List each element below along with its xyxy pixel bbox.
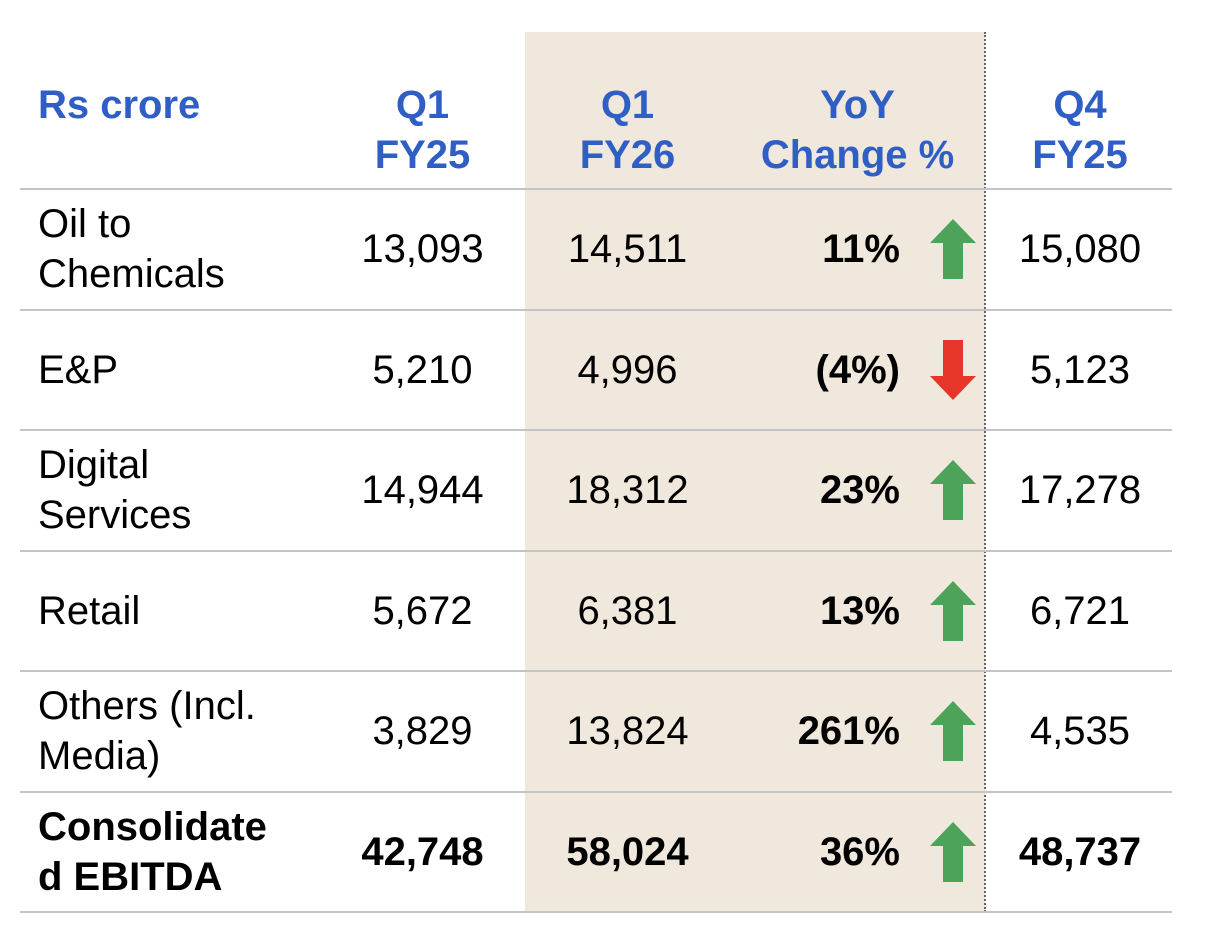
divider xyxy=(20,791,1172,793)
cell-yoy-change: (4%) xyxy=(815,348,900,392)
cell-yoy-change: 261% xyxy=(797,709,900,753)
cell-q4-fy25: 6,721 xyxy=(1029,589,1131,633)
cell-q4-fy25: 17,278 xyxy=(1018,468,1142,512)
row-label: E&P xyxy=(38,311,308,429)
row-label: Oil to Chemicals xyxy=(38,190,308,308)
cell-q1-fy25: 14,944 xyxy=(361,468,484,512)
row-label-line: E&P xyxy=(38,348,119,392)
divider xyxy=(20,550,1172,552)
arrow-up-icon xyxy=(930,581,976,641)
cell-yoy-change: 23% xyxy=(819,468,900,512)
header-label: Rs crore xyxy=(38,83,201,127)
cell-yoy-change: 13% xyxy=(819,589,900,633)
divider xyxy=(20,911,1172,913)
row-label-line: Others (Incl. xyxy=(38,684,256,728)
cell-yoy-change: 36% xyxy=(819,830,900,874)
divider xyxy=(20,309,1172,311)
cell-q1-fy25: 42,748 xyxy=(361,830,484,874)
divider xyxy=(20,670,1172,672)
highlight-column xyxy=(525,32,985,912)
row-label: Consolidate d EBITDA xyxy=(38,793,308,911)
cell-q1-fy26: 6,381 xyxy=(577,589,678,633)
header-q4-fy25: Q4 FY25 xyxy=(1032,83,1128,177)
row-label-line: Consolidate xyxy=(38,805,267,849)
cell-q1-fy25: 5,672 xyxy=(372,589,473,633)
row-label-line: d EBITDA xyxy=(38,855,223,899)
cell-q1-fy26: 4,996 xyxy=(577,348,678,392)
header-yoy-change: YoY Change % xyxy=(760,83,955,177)
row-label-line: Retail xyxy=(38,589,141,633)
row-label-line: Chemicals xyxy=(38,252,225,296)
cell-q1-fy26: 14,511 xyxy=(567,227,688,271)
arrow-down-icon xyxy=(930,340,976,400)
row-label: Retail xyxy=(38,552,308,670)
row-label-line: Oil to xyxy=(38,202,132,246)
divider xyxy=(20,429,1172,431)
column-divider xyxy=(984,32,986,912)
cell-q4-fy25: 48,737 xyxy=(1018,830,1142,874)
row-label: Others (Incl. Media) xyxy=(38,672,308,790)
cell-q4-fy25: 15,080 xyxy=(1018,227,1142,271)
cell-q1-fy26: 58,024 xyxy=(566,830,689,874)
arrow-up-icon xyxy=(930,460,976,520)
divider xyxy=(20,188,1172,190)
arrow-up-icon xyxy=(930,822,976,882)
cell-q1-fy26: 13,824 xyxy=(566,709,689,753)
arrow-up-icon xyxy=(930,701,976,761)
row-label-line: Media) xyxy=(38,734,161,778)
cell-yoy-change: 11% xyxy=(822,227,900,271)
arrow-up-icon xyxy=(930,219,976,279)
header-q1-fy26: Q1 FY26 xyxy=(579,83,676,177)
header-q1-fy25: Q1 FY25 xyxy=(374,83,471,177)
cell-q1-fy25: 13,093 xyxy=(361,227,484,271)
cell-q1-fy25: 5,210 xyxy=(372,348,473,392)
cell-q1-fy25: 3,829 xyxy=(372,709,473,753)
cell-q4-fy25: 5,123 xyxy=(1029,348,1131,392)
row-label: Digital Services xyxy=(38,431,308,549)
cell-q4-fy25: 4,535 xyxy=(1029,709,1131,753)
row-label-line: Services xyxy=(38,493,192,537)
row-label-line: Digital xyxy=(38,443,150,487)
cell-q1-fy26: 18,312 xyxy=(566,468,689,512)
